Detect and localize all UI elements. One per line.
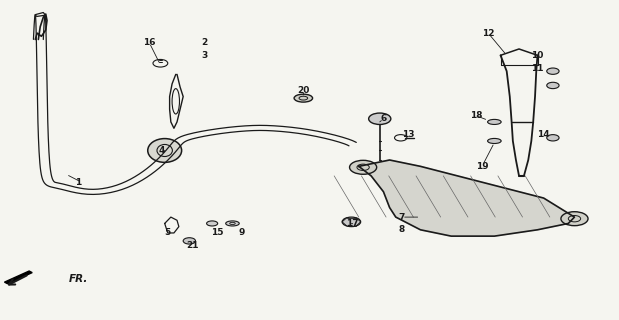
Circle shape bbox=[350, 160, 377, 174]
Text: 4: 4 bbox=[158, 146, 165, 155]
Circle shape bbox=[547, 68, 559, 74]
Text: 9: 9 bbox=[238, 228, 245, 237]
Text: FR.: FR. bbox=[69, 274, 89, 284]
Text: 12: 12 bbox=[482, 28, 495, 38]
Text: 6: 6 bbox=[380, 114, 387, 123]
Circle shape bbox=[342, 217, 361, 227]
Text: 16: 16 bbox=[143, 38, 155, 47]
Text: 13: 13 bbox=[402, 130, 414, 139]
Ellipse shape bbox=[207, 221, 218, 226]
Circle shape bbox=[183, 238, 196, 244]
Text: 10: 10 bbox=[531, 51, 543, 60]
Text: 20: 20 bbox=[297, 86, 310, 95]
Text: 15: 15 bbox=[211, 228, 223, 237]
Text: 1: 1 bbox=[76, 178, 82, 187]
Text: 3: 3 bbox=[202, 51, 208, 60]
Text: 18: 18 bbox=[470, 111, 482, 120]
Ellipse shape bbox=[488, 119, 501, 124]
Text: 11: 11 bbox=[531, 63, 543, 73]
Polygon shape bbox=[4, 271, 32, 284]
Text: 21: 21 bbox=[186, 241, 199, 250]
Circle shape bbox=[547, 135, 559, 141]
Ellipse shape bbox=[294, 94, 313, 102]
Ellipse shape bbox=[148, 139, 181, 162]
Circle shape bbox=[369, 113, 391, 124]
Circle shape bbox=[561, 212, 588, 226]
Text: 14: 14 bbox=[537, 130, 550, 139]
Text: 5: 5 bbox=[165, 228, 171, 237]
Text: 8: 8 bbox=[399, 225, 405, 234]
Text: 7: 7 bbox=[399, 212, 405, 222]
Polygon shape bbox=[359, 160, 574, 236]
Text: 19: 19 bbox=[476, 162, 488, 171]
Ellipse shape bbox=[226, 221, 240, 226]
Text: 2: 2 bbox=[202, 38, 208, 47]
Text: 17: 17 bbox=[346, 219, 359, 228]
Ellipse shape bbox=[488, 139, 501, 143]
Circle shape bbox=[547, 82, 559, 89]
